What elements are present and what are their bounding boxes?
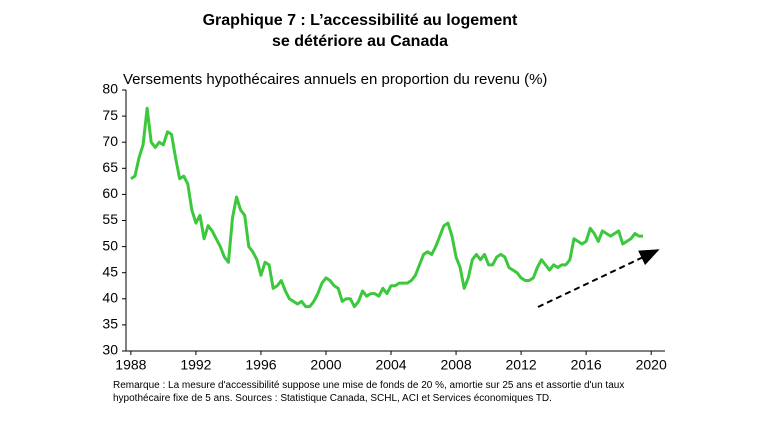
x-tick-label: 1996	[245, 357, 276, 373]
trend-arrow	[537, 249, 660, 308]
chart-title: Graphique 7 : L’accessibilité au logemen…	[202, 12, 518, 50]
y-tick-label: 30	[102, 342, 118, 358]
y-tick-label: 80	[102, 81, 118, 97]
footnote: Remarque : La mesure d'accessibilité sup…	[113, 380, 625, 404]
y-tick-label: 75	[102, 107, 118, 123]
x-tick-label: 2004	[375, 357, 406, 373]
x-tick-label: 1992	[180, 357, 211, 373]
y-tick-label: 70	[102, 133, 118, 149]
y-tick-label: 65	[102, 159, 118, 175]
y-tick-label: 40	[102, 290, 118, 306]
x-tick-label: 2012	[506, 357, 537, 373]
x-tick-label: 2008	[440, 357, 471, 373]
x-tick-label: 2020	[636, 357, 667, 373]
x-tick-label: 2016	[571, 357, 602, 373]
y-axis-label: Versements hypothécaires annuels en prop…	[123, 71, 547, 88]
y-tick-label: 55	[102, 211, 118, 227]
data-line	[130, 106, 644, 309]
x-tick-label: 1988	[115, 357, 146, 373]
y-tick-label: 60	[102, 185, 118, 201]
y-tick-label: 35	[102, 316, 118, 332]
y-tick-label: 45	[102, 263, 118, 279]
y-tick-label: 50	[102, 237, 118, 253]
x-tick-label: 2000	[310, 357, 341, 373]
